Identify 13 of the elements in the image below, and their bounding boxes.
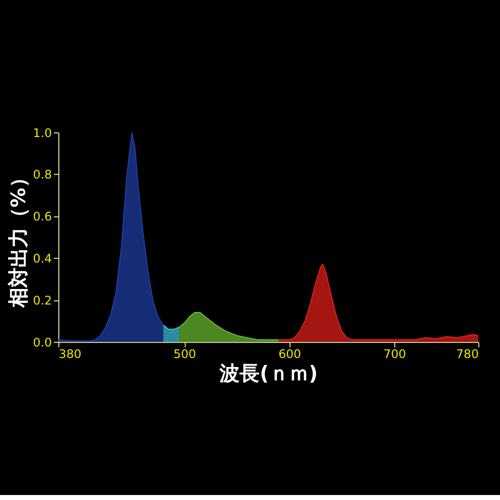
y-tick-label: 0.4: [33, 252, 52, 266]
y-tick-label: 1.0: [33, 126, 52, 140]
y-axis-title: 相対出力（%）: [7, 168, 30, 309]
x-tick-label: 600: [278, 347, 302, 362]
y-tick-label: 0.0: [33, 335, 52, 350]
x-tick-label: 700: [383, 347, 406, 362]
y-tick-label: 0.6: [33, 210, 52, 224]
x-tick-label: 500: [173, 347, 196, 362]
y-tick-label: 0.8: [33, 168, 52, 182]
y-tick-label: 0.2: [33, 293, 52, 308]
x-tick-label: 780: [456, 347, 479, 362]
x-axis-title: 波長(ｎｍ): [218, 362, 318, 385]
x-tick-label: 380: [58, 347, 82, 362]
